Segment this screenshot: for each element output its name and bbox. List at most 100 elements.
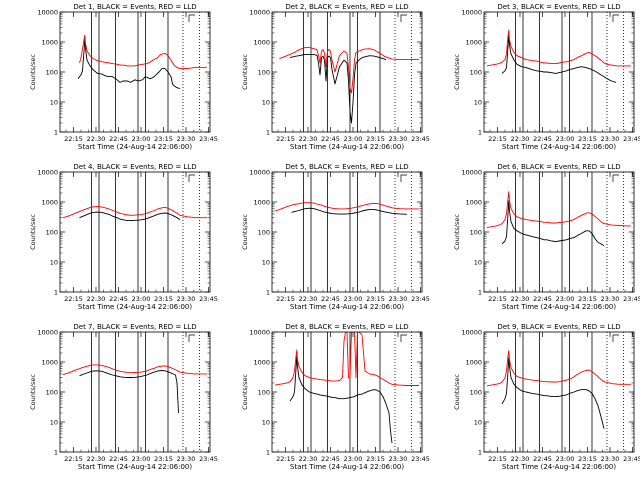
x-tick-label: 23:00 (556, 295, 575, 303)
x-tick-label: 23:45 (623, 135, 640, 143)
x-tick-label: 23:45 (199, 455, 218, 463)
y-tick-label: 1000 (465, 39, 482, 47)
y-tick-label: 100 (258, 389, 270, 397)
x-tick-label: 22:45 (321, 135, 340, 143)
panel-title: Det 3, BLACK = Events, RED = LLD (497, 3, 620, 11)
series-line-lld (62, 364, 207, 376)
detector-panel-3: Det 3, BLACK = Events, RED = LLD 1 10 100 10… (453, 3, 640, 151)
x-tick-label: 22:45 (533, 295, 552, 303)
x-tick-label: 23:15 (366, 295, 385, 303)
tick-bracket-mark (400, 14, 407, 22)
x-tick-label: 22:30 (87, 295, 106, 303)
y-tick-label: 10 (50, 259, 58, 267)
y-tick-label: 10000 (37, 329, 58, 337)
y-tick-label: 1000 (465, 199, 482, 207)
plot-frame (271, 171, 423, 293)
x-tick-label: 22:30 (299, 135, 318, 143)
x-axis-label: Start Time (24-Aug-14 22:06:00) (502, 303, 616, 311)
y-tick-label: 100 (46, 69, 58, 77)
tick-bracket-mark (188, 174, 195, 182)
detector-panel-5: Det 5, BLACK = Events, RED = LLD 1 10 100 10… (241, 163, 430, 311)
y-tick-label: 10000 (461, 169, 482, 177)
y-tick-label: 1 (54, 449, 58, 457)
series-line-lld (486, 29, 631, 67)
x-tick-label: 23:15 (578, 295, 597, 303)
series-group (77, 34, 208, 90)
series-line-events (501, 200, 605, 247)
y-tick-label: 10000 (461, 329, 482, 337)
y-tick-label: 10000 (37, 169, 58, 177)
series-line-events (501, 35, 617, 83)
y-tick-label: 1000 (253, 39, 270, 47)
x-axis-label: Start Time (24-Aug-14 22:06:00) (502, 143, 616, 151)
x-tick-label: 22:15 (488, 295, 507, 303)
x-tick-label: 22:15 (276, 135, 295, 143)
detector-panel-4: Det 4, BLACK = Events, RED = LLD 1 10 100 10… (29, 163, 218, 311)
x-tick-label: 23:45 (411, 295, 430, 303)
detector-panel-7: Det 7, BLACK = Events, RED = LLD 1 10 100 10… (29, 323, 218, 471)
x-tick-label: 22:30 (87, 455, 106, 463)
x-tick-label: 23:15 (578, 455, 597, 463)
tick-bracket-mark (612, 14, 619, 22)
y-tick-label: 10 (262, 259, 270, 267)
series-group (486, 191, 631, 247)
panel-title: Det 8, BLACK = Events, RED = LLD (285, 323, 408, 331)
series-line-lld (486, 191, 631, 229)
detector-panel-1: Det 1, BLACK = Events, RED = LLD 1 10 100 10… (29, 3, 218, 151)
x-tick-label: 22:30 (299, 295, 318, 303)
detector-panel-6: Det 6, BLACK = Events, RED = LLD 1 10 100 10… (453, 163, 640, 311)
tick-bracket-mark (188, 334, 195, 342)
y-tick-label: 10 (50, 99, 58, 107)
y-axis-label: Counts/sec (241, 214, 249, 250)
y-tick-label: 10000 (249, 169, 270, 177)
x-tick-label: 23:30 (177, 455, 196, 463)
y-axis-label: Counts/sec (241, 54, 249, 90)
tick-bracket-mark (400, 334, 407, 342)
y-axis-label: Counts/sec (29, 54, 37, 90)
y-tick-label: 10 (262, 99, 270, 107)
series-line-lld (279, 47, 419, 94)
x-tick-label: 23:00 (344, 135, 363, 143)
x-tick-label: 22:30 (511, 135, 530, 143)
series-group (279, 47, 419, 124)
series-line-lld (79, 34, 208, 70)
y-tick-label: 1 (266, 449, 270, 457)
x-axis-label: Start Time (24-Aug-14 22:06:00) (502, 463, 616, 471)
x-axis-label: Start Time (24-Aug-14 22:06:00) (290, 143, 404, 151)
y-tick-label: 100 (258, 229, 270, 237)
series-group (62, 364, 207, 414)
x-axis-label: Start Time (24-Aug-14 22:06:00) (78, 463, 192, 471)
panel-title: Det 9, BLACK = Events, RED = LLD (497, 323, 620, 331)
y-tick-label: 100 (470, 69, 482, 77)
y-tick-label: 1 (478, 449, 482, 457)
x-tick-label: 22:15 (488, 135, 507, 143)
x-tick-label: 22:45 (109, 135, 128, 143)
x-tick-label: 23:45 (411, 455, 430, 463)
x-tick-label: 23:15 (154, 135, 173, 143)
x-tick-label: 23:45 (199, 295, 218, 303)
detector-panel-9: Det 9, BLACK = Events, RED = LLD 1 10 100 10… (453, 323, 640, 471)
x-tick-label: 23:00 (344, 295, 363, 303)
x-tick-label: 23:15 (154, 455, 173, 463)
y-tick-label: 1 (54, 129, 58, 137)
tick-bracket-mark (400, 174, 407, 182)
plot-frame (271, 11, 423, 133)
y-tick-label: 10 (50, 419, 58, 427)
series-group (486, 350, 631, 429)
panel-title: Det 7, BLACK = Events, RED = LLD (73, 323, 196, 331)
x-tick-label: 22:30 (511, 455, 530, 463)
x-tick-label: 22:15 (64, 295, 83, 303)
x-tick-label: 22:45 (109, 295, 128, 303)
x-tick-label: 22:45 (321, 455, 340, 463)
plot-frame (59, 331, 211, 453)
x-tick-label: 23:15 (366, 135, 385, 143)
y-axis-label: Counts/sec (29, 374, 37, 410)
y-tick-label: 100 (470, 229, 482, 237)
y-axis-label: Counts/sec (453, 374, 461, 410)
detector-panel-8: Det 8, BLACK = Events, RED = LLD 1 10 100 10… (241, 323, 430, 471)
series-line-lld (486, 350, 631, 387)
tick-bracket-mark (612, 334, 619, 342)
x-tick-label: 23:00 (556, 135, 575, 143)
series-line-lld (274, 332, 419, 386)
